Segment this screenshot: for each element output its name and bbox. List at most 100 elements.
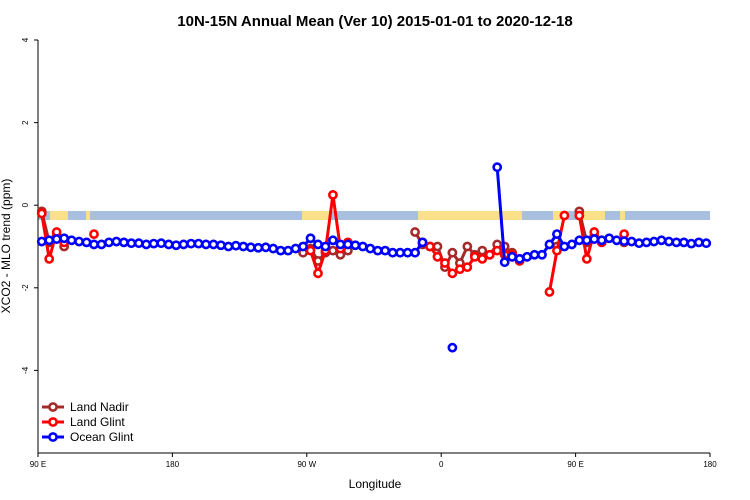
- data-point: [342, 239, 353, 250]
- x-tick-label: 90 E: [567, 460, 583, 469]
- data-point: [492, 162, 503, 173]
- data-point: [305, 233, 316, 244]
- data-point: [596, 235, 607, 246]
- data-point: [201, 239, 211, 250]
- data-point: [641, 237, 652, 248]
- data-point: [313, 268, 323, 279]
- y-tick-label: 0: [21, 202, 30, 207]
- data-point: [454, 264, 465, 275]
- data-point: [44, 235, 55, 246]
- x-tick-label: 90 W: [297, 460, 316, 469]
- land-patch: [86, 211, 90, 220]
- data-point: [36, 236, 47, 247]
- data-point: [544, 287, 555, 297]
- data-point: [320, 241, 331, 252]
- land-patch: [418, 211, 522, 220]
- data-point: [253, 242, 264, 253]
- land-patch: [50, 211, 68, 220]
- data-point: [66, 235, 77, 246]
- ocean-strip: [38, 211, 710, 220]
- data-point: [283, 245, 294, 256]
- data-point: [163, 239, 174, 250]
- data-point: [462, 262, 473, 273]
- series: [36, 162, 712, 353]
- data-point: [581, 253, 592, 264]
- data-point: [328, 235, 338, 246]
- data-point: [230, 240, 241, 251]
- data-point: [656, 235, 667, 246]
- chart-title: 10N-15N Annual Mean (Ver 10) 2015-01-01 …: [177, 13, 572, 30]
- data-point: [372, 245, 383, 256]
- data-point: [664, 236, 674, 247]
- legend-marker: [48, 432, 58, 442]
- data-point: [305, 245, 316, 256]
- y-axis-label: XCO2 - MLO trend (ppm): [0, 179, 13, 314]
- data-point: [118, 237, 129, 248]
- y-tick-label: 4: [21, 37, 30, 42]
- data-point: [186, 238, 196, 249]
- data-point: [89, 239, 99, 250]
- data-point: [298, 241, 308, 252]
- data-point: [469, 251, 480, 262]
- data-point: [693, 237, 704, 248]
- data-point: [559, 210, 570, 221]
- data-point: [671, 237, 682, 248]
- data-point: [507, 251, 518, 262]
- data-point: [89, 229, 99, 240]
- data-point: [701, 238, 712, 249]
- x-axis-label: Longitude: [349, 477, 402, 491]
- data-point: [208, 239, 219, 250]
- land-patch: [302, 211, 330, 220]
- data-point: [328, 189, 338, 200]
- legend-label: Ocean Glint: [70, 430, 134, 444]
- data-point: [499, 257, 510, 268]
- legend-label: Land Nadir: [70, 400, 129, 414]
- data-point: [133, 238, 144, 249]
- data-point: [365, 243, 376, 254]
- data-point: [178, 239, 189, 250]
- data-point: [589, 234, 600, 244]
- data-point: [492, 245, 503, 256]
- data-point: [395, 247, 406, 258]
- data-point: [223, 241, 234, 252]
- data-point: [268, 243, 279, 254]
- data-point: [387, 247, 398, 258]
- data-point: [74, 236, 84, 247]
- x-tick-label: 90 E: [30, 460, 46, 469]
- data-point: [36, 208, 47, 219]
- data-point: [514, 253, 525, 264]
- data-point: [574, 210, 585, 221]
- data-point: [275, 245, 286, 256]
- data-point: [216, 240, 226, 251]
- data-point: [111, 236, 122, 247]
- data-point: [522, 251, 532, 262]
- data-point: [634, 238, 644, 249]
- data-point: [148, 238, 159, 249]
- data-point: [552, 229, 562, 240]
- land-mask: [38, 211, 710, 220]
- data-point: [417, 237, 428, 248]
- data-point: [537, 249, 547, 260]
- data-point: [544, 239, 555, 250]
- land-patch: [583, 211, 605, 220]
- data-point: [328, 245, 338, 256]
- data-point: [559, 241, 570, 252]
- data-point: [245, 242, 256, 253]
- x-tick-label: 180: [703, 460, 717, 469]
- data-point: [619, 236, 630, 247]
- data-point: [447, 268, 458, 279]
- data-point: [477, 253, 488, 264]
- data-point: [44, 253, 55, 264]
- data-point: [171, 240, 182, 251]
- y-tick-label: -2: [21, 284, 30, 292]
- legend-marker: [48, 402, 58, 412]
- y-tick-label: -4: [21, 366, 30, 374]
- data-point: [566, 239, 577, 250]
- data-point: [260, 242, 271, 253]
- data-point: [193, 238, 204, 249]
- data-point: [290, 243, 301, 254]
- data-point: [51, 234, 62, 244]
- legend-label: Land Glint: [70, 415, 125, 429]
